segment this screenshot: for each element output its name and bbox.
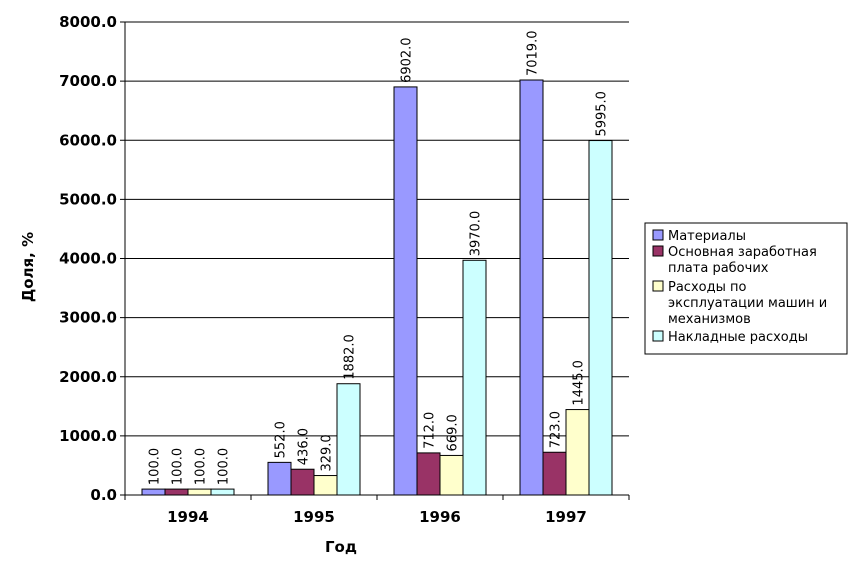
bars	[141, 79, 613, 496]
bar	[565, 409, 590, 496]
x-axis-title: Год	[325, 538, 357, 556]
data-labels: 100.0 100.0 100.0 100.0 552.0 436.0 329.0 1882.…	[148, 31, 610, 486]
legend-swatch	[652, 280, 664, 292]
y-tick-label: 8000.0	[59, 13, 117, 31]
data-label: 723.0	[549, 411, 564, 448]
data-label: 100.0	[148, 448, 163, 485]
data-label: 436.0	[297, 428, 312, 465]
data-label: 552.0	[274, 421, 289, 458]
y-tick-label: 0.0	[90, 486, 117, 504]
gridlines	[120, 21, 629, 496]
legend-label: Накладные расходы	[668, 330, 808, 345]
bar	[290, 468, 315, 496]
data-label: 7019.0	[526, 31, 541, 77]
legend-swatch	[652, 229, 664, 241]
x-tick-label: 1994	[167, 508, 209, 526]
y-tick-label: 3000.0	[59, 309, 117, 327]
x-tick-label: 1997	[545, 508, 587, 526]
bar	[313, 475, 338, 496]
data-label: 5995.0	[595, 91, 610, 137]
bar	[542, 451, 567, 496]
legend-box	[644, 222, 848, 355]
bar	[588, 140, 613, 496]
bar	[519, 79, 544, 496]
y-tick-label: 5000.0	[59, 190, 117, 208]
data-label: 669.0	[446, 414, 461, 451]
x-tick-label: 1996	[419, 508, 461, 526]
data-label: 329.0	[320, 434, 335, 471]
y-axis-title: Доля, %	[19, 232, 37, 302]
data-label: 1882.0	[343, 334, 358, 380]
legend-label: Расходы по эксплуатации машин и механизмов	[668, 280, 827, 327]
bar	[267, 461, 292, 496]
y-tick-label: 6000.0	[59, 131, 117, 149]
data-label: 3970.0	[469, 211, 484, 257]
data-label: 100.0	[217, 448, 232, 485]
bar	[462, 259, 487, 496]
y-tick-label: 7000.0	[59, 72, 117, 90]
bar	[416, 452, 441, 496]
x-tick-label: 1995	[293, 508, 335, 526]
legend-label: Основная заработная плата рабочих	[668, 245, 817, 276]
y-tick-labels: 0.0 1000.0 2000.0 3000.0 4000.0 5000.0 6000.0 7…	[59, 13, 117, 504]
x-tick-labels: 1994 1995 1996 1997	[124, 495, 630, 526]
bar	[210, 488, 235, 496]
data-label: 100.0	[171, 448, 186, 485]
bar	[393, 86, 418, 496]
bar	[336, 383, 361, 496]
y-tick-label: 4000.0	[59, 250, 117, 268]
legend-swatch	[652, 245, 664, 257]
legend-label: Материалы	[668, 229, 746, 244]
bar	[439, 454, 464, 496]
y-tick-label: 2000.0	[59, 368, 117, 386]
data-label: 100.0	[194, 448, 209, 485]
data-label: 712.0	[423, 412, 438, 449]
data-label: 1445.0	[572, 360, 587, 406]
data-label: 6902.0	[400, 37, 415, 83]
bar	[187, 488, 212, 496]
y-tick-label: 1000.0	[59, 427, 117, 445]
bar	[164, 488, 189, 496]
bar	[141, 488, 166, 496]
legend-swatch	[652, 330, 664, 342]
